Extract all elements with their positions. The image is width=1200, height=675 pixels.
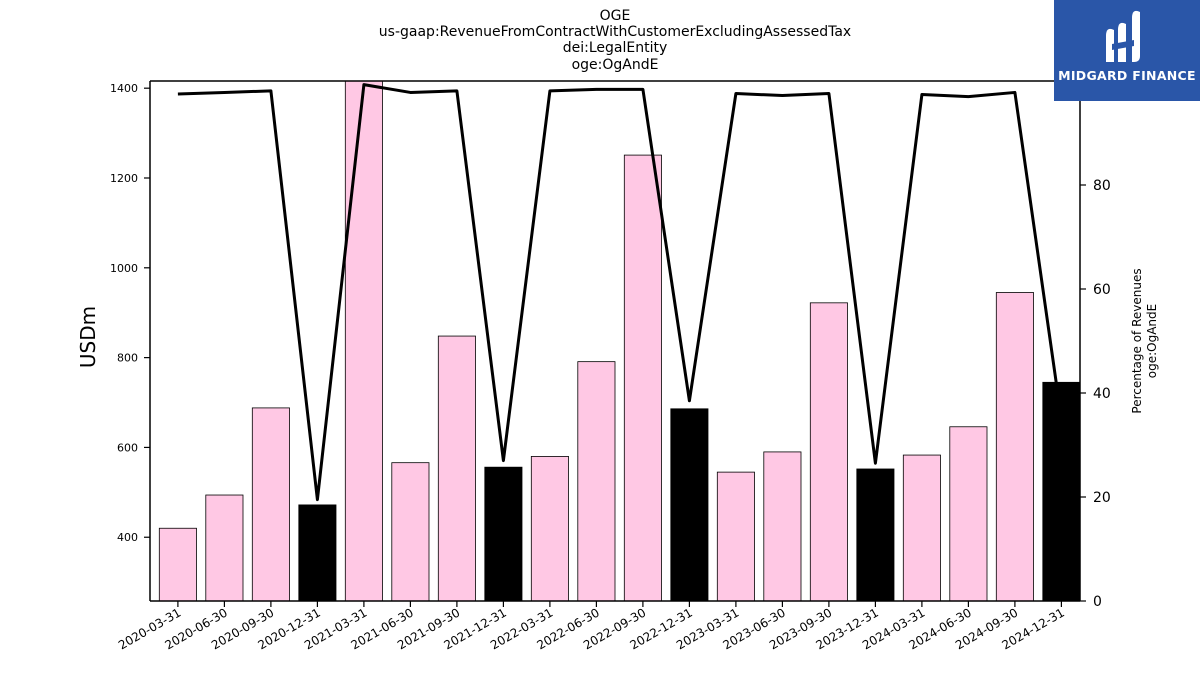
y-tick-label: 800	[117, 352, 138, 365]
chart-title-line-3: dei:LegalEntity	[562, 40, 668, 56]
y-tick-label: 1000	[110, 262, 138, 275]
bar	[995, 292, 1034, 601]
y2-tick-label: 20	[1093, 490, 1111, 506]
logo-text: MIDGARD FINANCE	[1058, 68, 1196, 83]
y2-tick-label: 60	[1093, 282, 1111, 298]
bar	[391, 462, 430, 601]
y-tick-label: 1200	[110, 172, 138, 185]
bar	[344, 81, 383, 601]
bar	[856, 468, 895, 601]
y2-tick-label: 0	[1093, 594, 1102, 610]
bar	[809, 302, 848, 601]
y2-tick-label: 40	[1093, 386, 1111, 402]
bar	[251, 407, 290, 601]
bar	[437, 335, 476, 601]
chart-title-line-1: OGE	[599, 8, 631, 24]
bar	[298, 504, 337, 601]
bar	[763, 451, 802, 601]
midgard-logo-icon	[1106, 10, 1140, 62]
bar	[623, 154, 662, 601]
y-axis-label: USDm	[76, 306, 100, 368]
y2-axis-label-line: oge:OgAndE	[1145, 304, 1159, 378]
y-tick-label: 1400	[110, 82, 138, 95]
bar	[530, 456, 569, 601]
bar	[716, 471, 755, 601]
bar	[902, 454, 941, 601]
percentage-line	[177, 83, 1063, 502]
bar	[577, 361, 616, 601]
bar	[670, 408, 709, 601]
midgard-finance-logo: MIDGARD FINANCE	[1054, 0, 1200, 101]
chart-title-line-4: oge:OgAndE	[571, 57, 659, 73]
chart-title-line-2: us-gaap:RevenueFromContractWithCustomerE…	[378, 24, 852, 40]
bar	[484, 466, 523, 601]
y2-tick-label: 80	[1093, 178, 1111, 194]
bar	[158, 527, 197, 601]
y2-axis-label-line: Percentage of Revenues	[1130, 268, 1144, 413]
bar	[949, 426, 988, 601]
bar	[205, 494, 244, 601]
y-tick-label: 600	[117, 441, 138, 454]
y-tick-label: 400	[117, 531, 138, 544]
